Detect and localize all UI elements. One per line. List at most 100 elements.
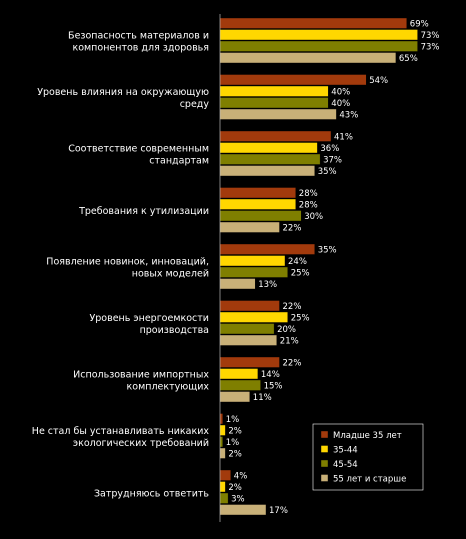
category-label: новых моделей <box>132 269 209 280</box>
category-label: комплектующих <box>127 382 210 393</box>
bar <box>219 504 267 516</box>
legend-label: 35-44 <box>333 446 358 456</box>
data-label: 35% <box>318 167 337 177</box>
bar <box>219 481 226 493</box>
bar <box>219 243 315 255</box>
bar <box>219 52 397 64</box>
bar <box>219 492 229 504</box>
data-label: 40% <box>331 88 350 98</box>
data-label: 28% <box>299 201 318 211</box>
category-label: стандартам <box>149 156 209 167</box>
bar <box>219 266 288 278</box>
bar <box>219 424 226 436</box>
data-label: 30% <box>304 212 323 222</box>
bar <box>219 356 280 368</box>
category-label: Не стал бы устанавливать никаких <box>32 426 210 437</box>
bar <box>219 379 261 391</box>
legend: Младше 35 лет 35-44 45-54 55 лет и старше <box>312 423 424 491</box>
category-label: Использование импортных <box>73 370 209 381</box>
data-label: 24% <box>288 257 307 267</box>
category-label: Требования к утилизации <box>78 206 209 217</box>
bar <box>219 108 337 120</box>
bars <box>219 17 418 516</box>
data-label: 2% <box>228 450 242 460</box>
bar <box>219 187 297 199</box>
legend-swatch <box>320 474 329 482</box>
bar <box>219 153 321 165</box>
bar <box>219 198 297 210</box>
bar <box>219 74 367 86</box>
data-label: 40% <box>331 99 350 109</box>
bar <box>219 255 286 267</box>
data-label: 69% <box>410 20 429 30</box>
legend-label: 55 лет и старше <box>333 475 406 485</box>
data-label: 17% <box>269 506 288 516</box>
data-label: 20% <box>277 325 296 335</box>
bar <box>219 323 275 335</box>
data-label: 2% <box>228 427 242 437</box>
data-label: 15% <box>264 382 283 392</box>
data-label: 35% <box>318 246 337 256</box>
bar <box>219 210 302 222</box>
data-label: 54% <box>369 76 388 86</box>
data-label: 43% <box>339 111 358 121</box>
bar <box>219 300 280 312</box>
data-label: 1% <box>226 415 240 425</box>
category-label: среду <box>180 99 210 110</box>
bar <box>219 221 280 233</box>
category-label: Затрудняюсь ответить <box>94 489 209 500</box>
data-label: 25% <box>291 269 310 279</box>
bar <box>219 130 332 142</box>
bar <box>219 97 329 109</box>
bar <box>219 17 408 29</box>
data-label: 22% <box>283 359 302 369</box>
data-label: 37% <box>323 156 342 166</box>
bar <box>219 85 329 97</box>
data-labels: 69%73%73%65%54%40%40%43%41%36%37%35%28%2… <box>226 20 440 517</box>
bar <box>219 40 418 52</box>
data-label: 41% <box>334 133 353 143</box>
bar <box>219 391 250 403</box>
category-label: компонентов для здоровья <box>72 43 209 54</box>
category-label: производства <box>140 325 209 336</box>
data-label: 36% <box>320 144 339 154</box>
data-label: 1% <box>226 438 240 448</box>
bar <box>219 447 226 459</box>
bar <box>219 165 315 177</box>
data-label: 22% <box>283 224 302 234</box>
bar <box>219 29 418 41</box>
data-label: 3% <box>231 495 245 505</box>
data-label: 21% <box>280 337 299 347</box>
category-label: Уровень влияния на окружающую <box>37 87 209 98</box>
data-label: 11% <box>253 393 272 403</box>
category-label: экологических требований <box>73 438 209 449</box>
data-label: 13% <box>258 280 277 290</box>
data-label: 4% <box>234 472 248 482</box>
data-label: 25% <box>291 314 310 324</box>
data-label: 22% <box>283 302 302 312</box>
data-label: 28% <box>299 189 318 199</box>
bar <box>219 413 223 425</box>
bar <box>219 469 232 481</box>
bar <box>219 368 259 380</box>
legend-box <box>312 423 424 491</box>
legend-label: Младше 35 лет <box>333 431 402 441</box>
bar <box>219 311 288 323</box>
legend-swatch <box>320 430 329 439</box>
category-label: Появление новинок, инноваций, <box>46 257 209 268</box>
bar <box>219 142 318 154</box>
legend-label: 45-54 <box>333 460 358 470</box>
legend-swatch <box>320 459 329 468</box>
data-label: 2% <box>228 483 242 493</box>
legend-swatch <box>320 445 329 453</box>
category-label: Соответствие современным <box>68 144 209 155</box>
data-label: 65% <box>399 54 418 64</box>
category-label: Уровень энергоемкости <box>89 313 209 324</box>
data-label: 73% <box>421 43 440 53</box>
data-label: 73% <box>421 31 440 41</box>
category-label: Безопасность материалов и <box>68 31 209 42</box>
bar <box>219 334 277 346</box>
bar <box>219 278 256 290</box>
